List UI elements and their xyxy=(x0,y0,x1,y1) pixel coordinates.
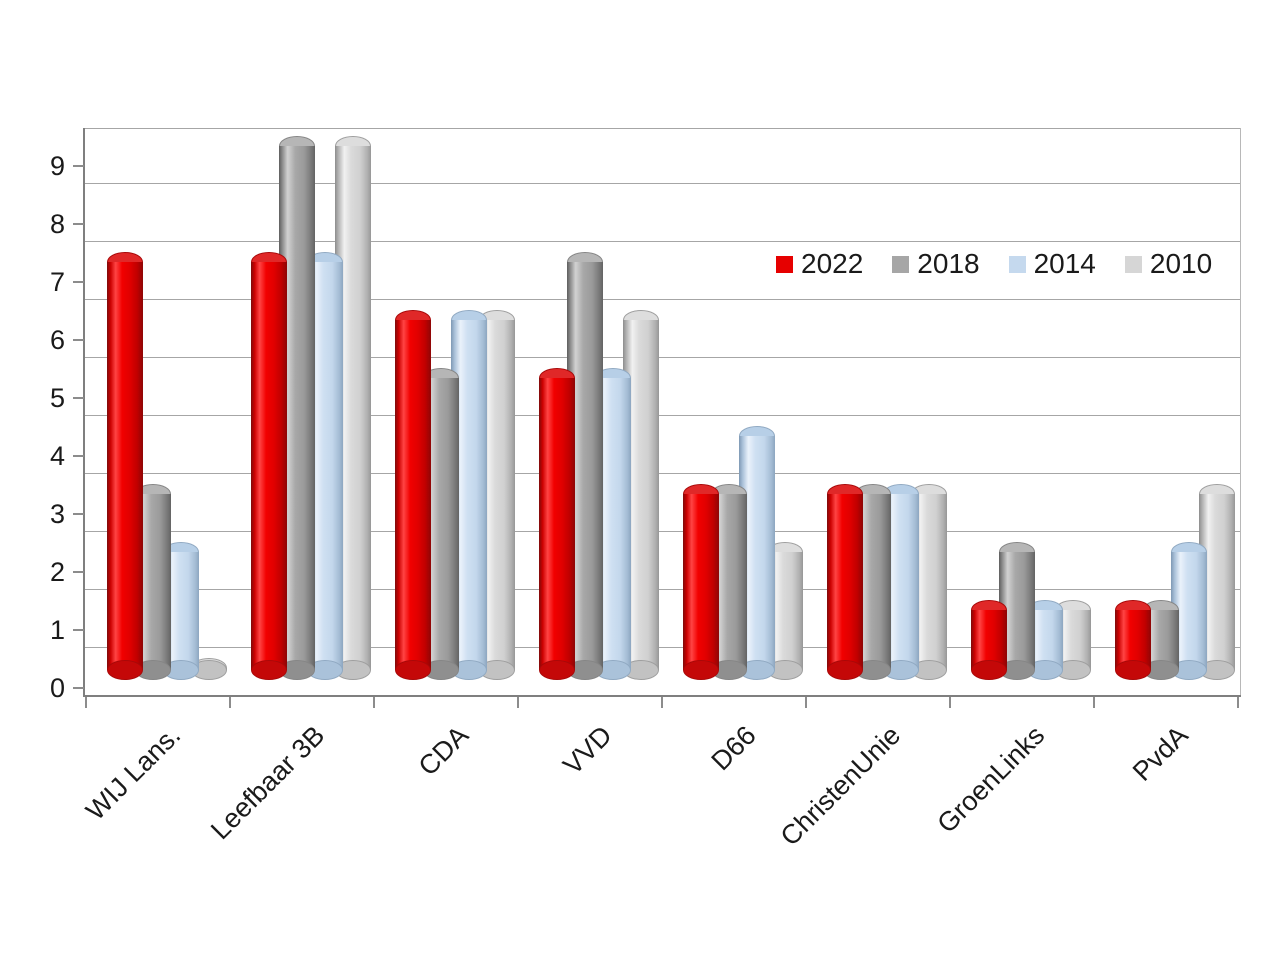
gridline xyxy=(85,647,1240,648)
bar-2022-GroenLinks xyxy=(971,600,1007,680)
x-axis-tick xyxy=(1093,697,1095,708)
y-axis-tick xyxy=(73,513,84,515)
bar-2022-CDA xyxy=(395,310,431,680)
legend: 2022 2018 2014 2010 xyxy=(776,249,1212,279)
cylinder-bottom-cap xyxy=(539,660,575,680)
x-axis-label: WIJ Lans. xyxy=(80,720,187,827)
legend-swatch-2018 xyxy=(892,255,910,273)
cylinder-body xyxy=(251,262,287,670)
gridline xyxy=(85,531,1240,532)
gridline xyxy=(85,183,1240,184)
x-axis-label: VVD xyxy=(557,720,619,781)
gridline xyxy=(85,473,1240,474)
cylinder-body xyxy=(827,494,863,670)
y-axis-label: 5 xyxy=(49,383,65,413)
gridline xyxy=(85,589,1240,590)
bar-2018-ChristenUnie xyxy=(855,484,891,680)
bar-2022-VVD xyxy=(539,368,575,680)
legend-item-2010: 2010 xyxy=(1124,248,1213,279)
legend-label: 2018 xyxy=(917,248,980,279)
x-axis-tick xyxy=(373,697,375,708)
bar-2022-Leefbaar-3B xyxy=(251,252,287,680)
y-axis-label: 2 xyxy=(49,557,65,587)
x-axis-label: Leefbaar 3B xyxy=(204,720,331,846)
y-axis-tick xyxy=(73,571,84,573)
gridline xyxy=(85,241,1240,242)
y-axis-tick xyxy=(73,223,84,225)
cylinder-body xyxy=(107,262,143,670)
y-axis-label: 7 xyxy=(49,267,65,297)
cylinder-bottom-cap xyxy=(1115,660,1151,680)
plot-top-border xyxy=(85,128,1240,129)
y-axis-label: 6 xyxy=(49,325,65,355)
y-axis-tick xyxy=(73,687,84,689)
legend-item-2022: 2022 xyxy=(776,249,863,279)
y-axis-label: 3 xyxy=(49,499,65,529)
y-axis-label: 9 xyxy=(49,151,65,181)
gridline xyxy=(85,299,1240,300)
cylinder-bottom-cap xyxy=(827,660,863,680)
legend-swatch-2022 xyxy=(776,255,793,273)
cylinder-bottom-cap xyxy=(683,660,719,680)
y-axis-tick xyxy=(73,281,84,283)
x-axis-tick xyxy=(85,697,87,708)
gridline xyxy=(85,415,1240,416)
x-axis-label: ChristenUnie xyxy=(774,720,907,852)
y-axis-tick xyxy=(73,455,84,457)
cylinder-body xyxy=(539,378,575,670)
cylinder-body xyxy=(395,320,431,670)
legend-label: 2022 xyxy=(801,248,864,279)
x-axis-label: CDA xyxy=(412,720,475,782)
y-axis-tick xyxy=(73,397,84,399)
x-axis-tick xyxy=(1237,697,1239,708)
x-axis-tick xyxy=(661,697,663,708)
cylinder-bottom-cap xyxy=(971,660,1007,680)
x-axis-label: PvdA xyxy=(1127,720,1195,787)
legend-label: 2014 xyxy=(1033,248,1096,279)
legend-swatch-2014 xyxy=(1008,255,1026,273)
y-axis-line xyxy=(83,128,85,697)
y-axis-label: 8 xyxy=(49,209,65,239)
bar-2022-WIJ-Lans- xyxy=(107,252,143,680)
y-axis-label: 0 xyxy=(49,673,65,703)
legend-label: 2010 xyxy=(1149,248,1213,279)
gridline xyxy=(85,357,1240,358)
y-axis-tick xyxy=(73,629,84,631)
cylinder-bottom-cap xyxy=(251,660,287,680)
cylinder-bottom-cap xyxy=(107,660,143,680)
bar-2022-ChristenUnie xyxy=(827,484,863,680)
bar-2022-PvdA xyxy=(1115,600,1151,680)
x-axis-tick xyxy=(517,697,519,708)
x-axis-tick xyxy=(949,697,951,708)
y-axis-label: 4 xyxy=(49,441,65,471)
y-axis-tick xyxy=(73,339,84,341)
bar-2022-D66 xyxy=(683,484,719,680)
cylinder-body xyxy=(683,494,719,670)
y-axis-label: 1 xyxy=(49,615,65,645)
legend-item-2018: 2018 xyxy=(892,248,980,279)
x-axis-label: GroenLinks xyxy=(931,720,1051,839)
legend-swatch-2010 xyxy=(1124,255,1142,273)
x-axis-tick xyxy=(805,697,807,708)
legend-item-2014: 2014 xyxy=(1008,248,1096,279)
x-axis-label: D66 xyxy=(705,720,763,777)
x-axis-tick xyxy=(229,697,231,708)
y-axis-tick xyxy=(73,165,84,167)
cylinder-bottom-cap xyxy=(395,660,431,680)
plot-right-border xyxy=(1240,128,1241,695)
x-axis-line xyxy=(83,695,1241,697)
